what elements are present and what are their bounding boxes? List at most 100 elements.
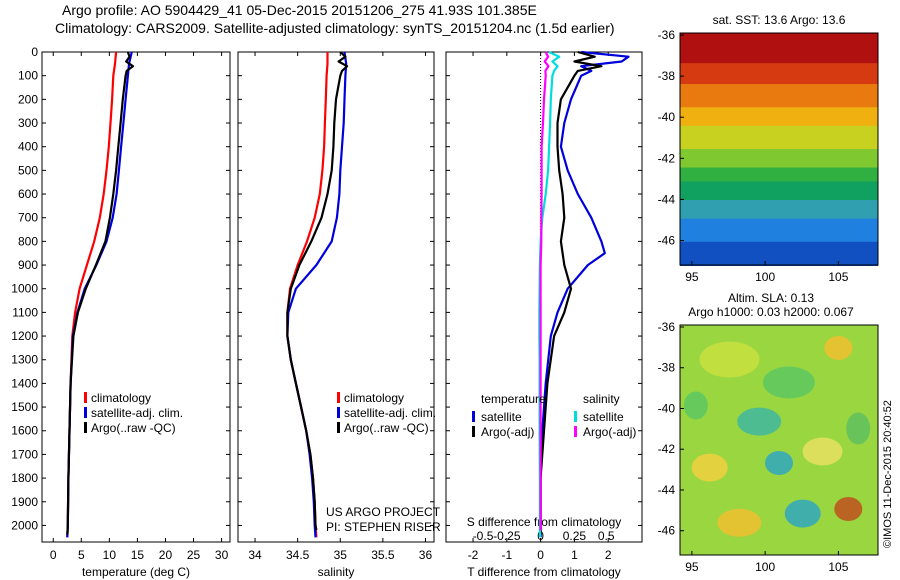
y-tick-label: 1800 [11,471,38,485]
y-tick-label: 0 [31,45,38,59]
sla-title-2: Argo h1000: 0.03 h2000: 0.067 [688,305,854,319]
sst-title: sat. SST: 13.6 Argo: 13.6 [713,13,846,27]
salinity-panel-frame [237,51,435,543]
sst-frame [679,32,879,266]
legend-swatch [574,426,577,437]
temperature-panel-frame [41,51,231,543]
x-tick-label: -2 [468,548,479,562]
y-tick-label: 1000 [11,282,38,296]
y-tick-label: 700 [18,211,38,225]
sla-blob [784,499,821,528]
y-tick-label: 1900 [11,495,38,509]
legend-swatch [472,411,475,422]
S-tick-label: 0.25 [563,529,587,543]
sla-xtick-label: 95 [685,560,699,574]
sst-band [680,218,878,243]
sla-ytick-label: -38 [658,361,676,375]
x-tick-label: 1 [571,548,578,562]
sst-ytick-label: -42 [658,151,676,165]
x-tick-label: 34.5 [286,548,310,562]
series-line-temperature-argo-adj- [539,50,603,535]
legend-label: climatology [91,391,151,405]
temperature-panel-xlabel: temperature (deg C) [82,565,190,579]
x-tick-label: 36 [419,548,433,562]
series-line-satellite-adj-clim- [286,51,348,538]
legend-label: satellite-adj. clim. [91,406,183,420]
sst-band [680,33,878,65]
x-tick-label: 0 [50,548,57,562]
series-line-satellite-adj-clim- [66,51,133,538]
legend-label: Argo(-adj) [583,425,636,439]
x-tick-label: 25 [187,548,201,562]
y-tick-label: 200 [18,92,38,106]
y-tick-label: 600 [18,187,38,201]
sla-blob [765,451,793,475]
project-annotation: PI: STEPHEN RISER [326,520,441,534]
sst-band [680,181,878,202]
y-tick-label: 1200 [11,329,38,343]
x-tick-label: 15 [131,548,145,562]
y-tick-label: 900 [18,258,38,272]
legend-label: Argo(..raw -QC) [344,421,429,435]
legend-label: satellite-adj. clim. [344,406,436,420]
sst-xtick-label: 105 [828,270,848,284]
legend-swatch [337,392,340,403]
legend-label: climatology [344,391,404,405]
x-tick-label: 20 [159,548,173,562]
sla-blob [717,508,762,537]
legend-swatch [337,422,340,433]
y-tick-label: 1500 [11,400,38,414]
y-tick-label: 2000 [11,518,38,532]
sla-xtick-label: 105 [828,560,848,574]
x-tick-label: 34 [248,548,262,562]
x-tick-label: 35.5 [371,548,395,562]
legend-swatch [84,407,87,418]
x-tick-label: -1 [501,548,512,562]
y-tick-label: 1700 [11,447,38,461]
sla-blob [762,366,815,399]
sla-blob [846,412,871,445]
sla-blob [691,453,728,482]
S-difference-label: S difference from climatology [467,515,622,529]
sla-ytick-label: -36 [658,320,676,334]
copyright-label: ©IMOS 11-Dec-2015 20:40:52 [882,400,894,548]
sst-xtick-label: 95 [685,270,699,284]
series-line-salinity-argo-adj- [539,51,550,531]
sla-frame [679,324,879,556]
sla-ytick-label: -46 [658,524,676,538]
sla-ytick-label: -44 [658,483,676,497]
sla-blob [824,336,853,360]
legend-swatch [337,407,340,418]
sst-band [680,84,878,109]
legend-swatch [84,422,87,433]
y-tick-label: 1100 [12,305,38,319]
sla-map [680,325,878,555]
sst-ytick-label: -40 [658,110,676,124]
sst-band [680,107,878,127]
sst-band [680,241,878,266]
sst-ytick-label: -38 [658,69,676,83]
y-tick-label: 400 [18,140,38,154]
header-line-1: Argo profile: AO 5904429_41 05-Dec-2015 … [62,2,537,18]
y-tick-label: 300 [18,116,38,130]
sst-band [680,167,878,183]
x-tick-label: 0 [537,548,544,562]
S-tick-label: 0.5 [598,529,615,543]
y-tick-label: 100 [18,69,38,83]
sla-blob [699,341,760,378]
legend-swatch [472,426,475,437]
sst-map [680,33,878,266]
sla-ytick-label: -40 [658,401,676,415]
difference-panel-xlabel: T difference from climatology [467,565,621,579]
difference-panel-frame [445,51,643,543]
sst-band [680,149,878,169]
x-tick-label: 35 [334,548,348,562]
legend-header-salinity: salinity [583,392,620,406]
sla-blob [834,497,863,521]
sst-xtick-label: 100 [755,270,775,284]
x-tick-label: 5 [78,548,85,562]
legend-header-temperature: temperature [481,392,546,406]
sla-ytick-label: -42 [658,442,676,456]
S-tick-label: -0.5 [473,529,494,543]
